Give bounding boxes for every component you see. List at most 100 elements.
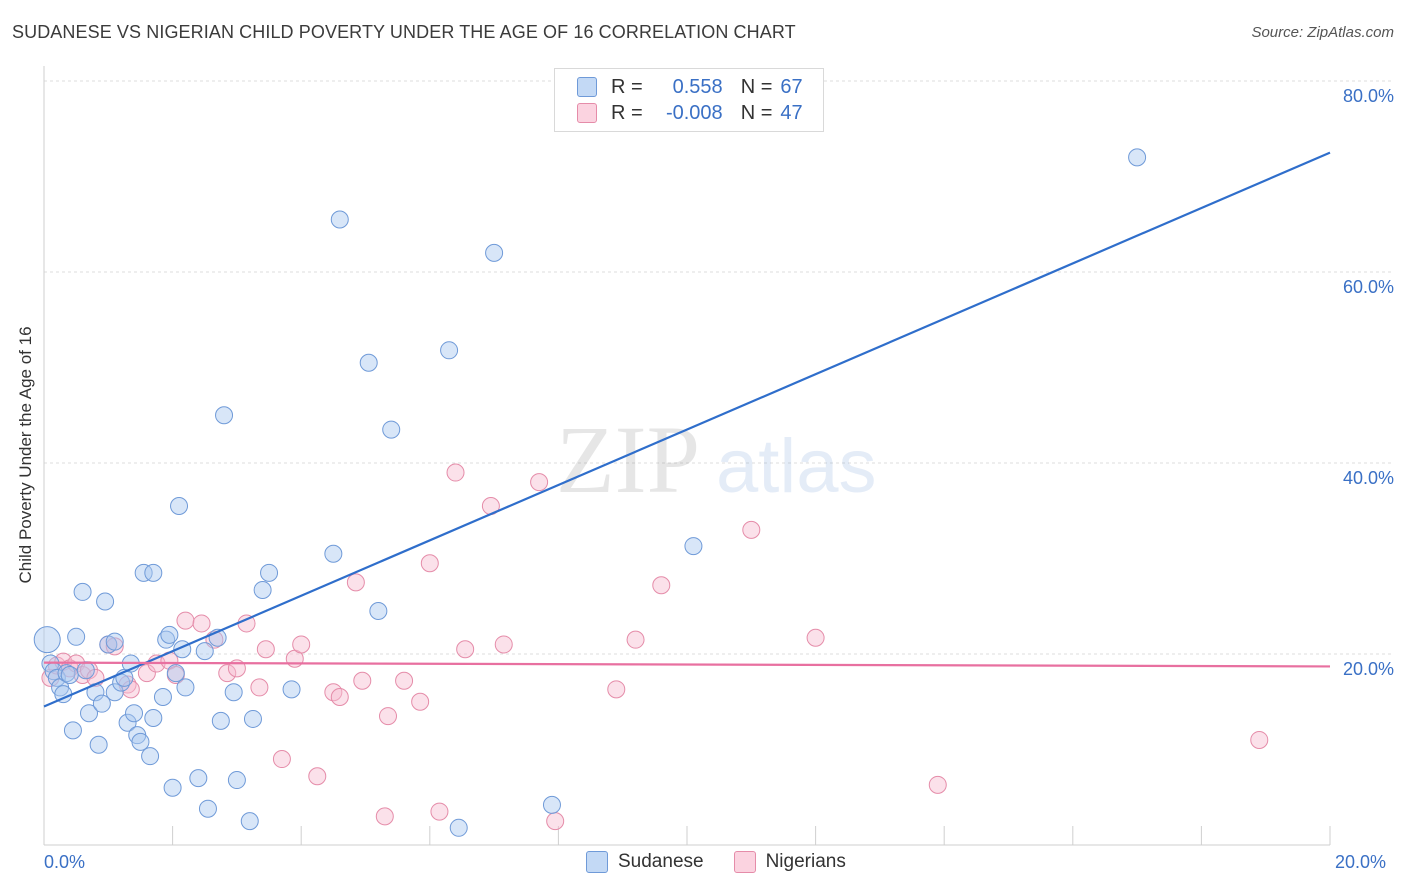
sudanese-point bbox=[215, 406, 234, 425]
legend-item-sudanese[interactable]: Sudanese bbox=[586, 851, 704, 873]
sudanese-point bbox=[63, 721, 82, 740]
watermark-atlas: atlas bbox=[716, 424, 877, 509]
legend-label-sudanese: Sudanese bbox=[618, 851, 704, 872]
legend-swatch-nigerians bbox=[733, 851, 756, 873]
sudanese-point bbox=[449, 818, 468, 837]
gridlines bbox=[44, 80, 1392, 655]
nigerians-point bbox=[456, 640, 475, 659]
n-value-nigerians: 47 bbox=[780, 101, 803, 124]
nigerians-point bbox=[256, 640, 275, 659]
r-value-nigerians: -0.008 bbox=[665, 101, 723, 124]
legend-swatch-sudanese bbox=[577, 77, 597, 97]
sudanese-point bbox=[76, 661, 95, 680]
sudanese-point bbox=[243, 709, 262, 728]
nigerians-point bbox=[607, 680, 626, 699]
y-axis-title: Child Poverty Under the Age of 16 bbox=[16, 326, 35, 584]
nigerians-point bbox=[137, 664, 156, 683]
nigerians-point bbox=[353, 671, 372, 690]
nigerians-point bbox=[330, 687, 349, 706]
y-tick-80: 80.0% bbox=[1342, 86, 1394, 106]
sudanese-point bbox=[485, 243, 504, 262]
nigerians-point bbox=[546, 812, 565, 831]
nigerians-point bbox=[652, 576, 671, 595]
sudanese-point bbox=[141, 747, 160, 766]
nigerians-point bbox=[530, 473, 549, 492]
sudanese-point bbox=[382, 420, 401, 439]
sudanese-point bbox=[96, 592, 115, 611]
nigerians-point bbox=[292, 635, 311, 654]
source-label: Source: ZipAtlas.com bbox=[1251, 24, 1394, 41]
nigerians-point bbox=[346, 573, 365, 592]
sudanese-point bbox=[73, 582, 92, 601]
nigerians-point bbox=[176, 611, 195, 630]
correlation-legend: R = 0.558 N = 67 R = -0.008 N = 47 bbox=[554, 68, 824, 132]
sudanese-point bbox=[369, 602, 388, 621]
nigerians-trend-line bbox=[43, 661, 1331, 668]
legend-swatch-sudanese bbox=[586, 851, 608, 873]
trend-lines bbox=[43, 151, 1331, 708]
legend-row-sudanese: R = 0.558 N = 67 bbox=[577, 75, 803, 99]
y-tick-40: 40.0% bbox=[1342, 468, 1394, 488]
nigerians-point bbox=[494, 635, 513, 654]
nigerians-point bbox=[411, 692, 430, 711]
sudanese-point bbox=[166, 664, 185, 683]
x-tick-min: 0.0% bbox=[44, 852, 86, 872]
nigerians-point bbox=[375, 807, 394, 826]
nigerians-point bbox=[379, 707, 398, 726]
sudanese-point bbox=[189, 769, 208, 788]
nigerians-points bbox=[41, 463, 1269, 831]
nigerians-point bbox=[272, 750, 291, 769]
watermark-zip: ZIP bbox=[556, 406, 700, 513]
legend-item-nigerians[interactable]: Nigerians bbox=[733, 851, 846, 873]
sudanese-point bbox=[440, 341, 459, 360]
nigerians-point bbox=[192, 614, 211, 633]
sudanese-point bbox=[324, 544, 343, 563]
sudanese-point bbox=[105, 683, 124, 702]
sudanese-point bbox=[80, 704, 99, 723]
nigerians-point bbox=[250, 678, 269, 697]
sudanese-point bbox=[67, 627, 86, 646]
sudanese-point bbox=[260, 563, 279, 582]
sudanese-point bbox=[282, 680, 301, 699]
x-tick-max: 20.0% bbox=[1335, 852, 1387, 872]
sudanese-point bbox=[57, 664, 76, 683]
sudanese-point bbox=[542, 795, 561, 814]
sudanese-point bbox=[198, 799, 217, 818]
legend-label-nigerians: Nigerians bbox=[765, 851, 846, 872]
r-value-sudanese: 0.558 bbox=[672, 75, 723, 98]
sudanese-point bbox=[359, 353, 378, 372]
sudanese-point bbox=[160, 625, 179, 644]
nigerians-point bbox=[928, 775, 947, 794]
series-legend: Sudanese Nigerians bbox=[586, 851, 876, 873]
sudanese-point bbox=[211, 711, 230, 730]
sudanese-point bbox=[144, 563, 163, 582]
n-value-sudanese: 67 bbox=[780, 75, 803, 98]
legend-row-nigerians: R = -0.008 N = 47 bbox=[577, 101, 803, 125]
sudanese-points bbox=[33, 148, 1147, 837]
sudanese-point bbox=[33, 626, 61, 654]
nigerians-point bbox=[446, 463, 465, 482]
y-tick-60: 60.0% bbox=[1342, 277, 1394, 297]
sudanese-point bbox=[176, 678, 195, 697]
nigerians-point bbox=[218, 664, 237, 683]
sudanese-point bbox=[684, 537, 703, 556]
sudanese-point bbox=[125, 704, 144, 723]
n-label: N = bbox=[740, 75, 773, 98]
nigerians-point bbox=[742, 520, 761, 539]
sudanese-point bbox=[157, 630, 176, 649]
nigerians-point bbox=[105, 637, 124, 656]
nigerians-point bbox=[420, 554, 439, 573]
r-label: R = bbox=[611, 75, 643, 98]
sudanese-point bbox=[134, 563, 153, 582]
nigerians-point bbox=[430, 802, 449, 821]
sudanese-point bbox=[195, 642, 214, 661]
sudanese-point bbox=[224, 683, 243, 702]
nigerians-point bbox=[395, 671, 414, 690]
sudanese-point bbox=[131, 732, 150, 751]
nigerians-point bbox=[626, 630, 645, 649]
watermark: ZIP atlas bbox=[556, 406, 877, 513]
sudanese-trend-line bbox=[43, 151, 1331, 708]
nigerians-point bbox=[806, 628, 825, 647]
sudanese-point bbox=[253, 581, 272, 600]
